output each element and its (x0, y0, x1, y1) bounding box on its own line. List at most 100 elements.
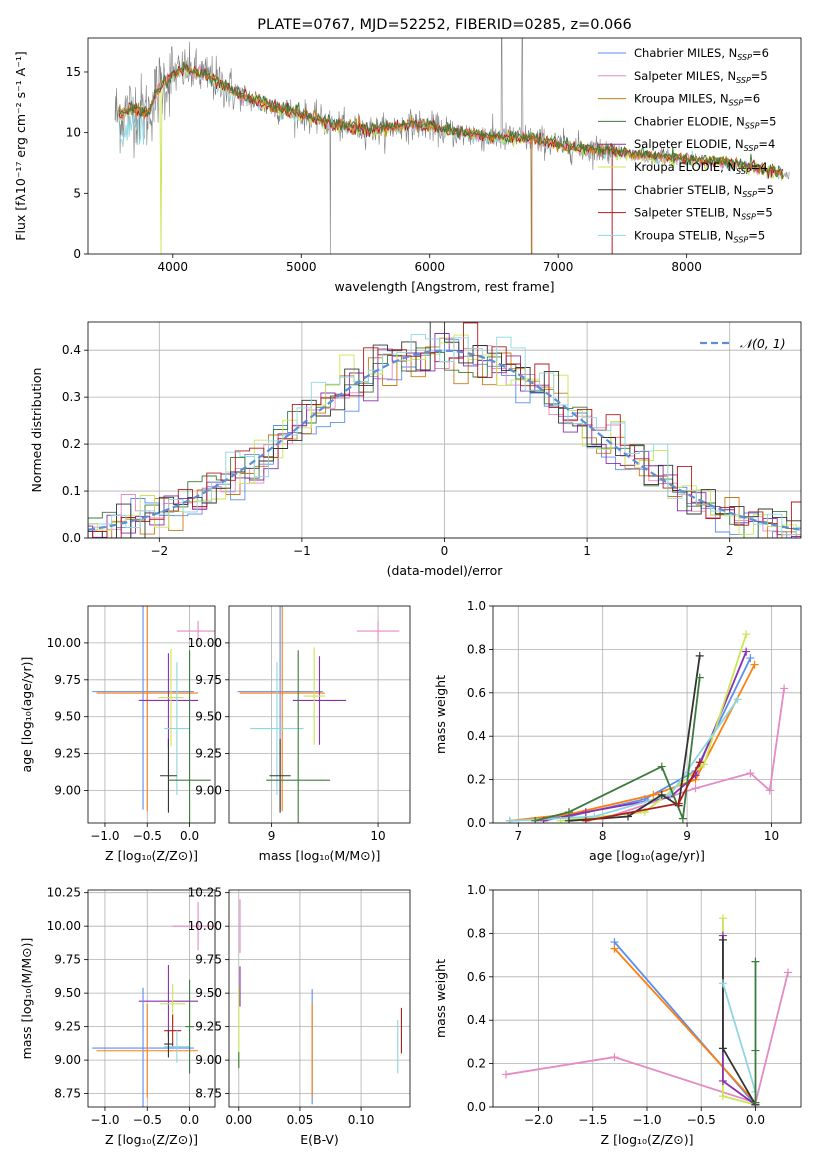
weight-marker (742, 647, 751, 656)
y-tick-label: 9.50 (54, 710, 81, 724)
weight-marker (649, 790, 658, 799)
weight-marker (742, 630, 751, 639)
x-axis-label: (data-model)/error (387, 563, 504, 578)
age_vs_Z-panel: −1.0 −0.5 0.0 9.00 9.25 9.50 9.75 10.00 Z [log₁₀… (19, 605, 216, 863)
y-tick-label: 0.8 (467, 926, 486, 940)
axes-frame (228, 889, 411, 1108)
weight-marker (718, 1092, 727, 1101)
axes-frame (87, 605, 216, 824)
y-axis-label: Flux [fλ10⁻¹⁷ erg cm⁻² s⁻¹ A⁻¹] (13, 51, 28, 240)
weight-marker (718, 1076, 727, 1085)
x-tick-label: 0.00 (225, 1113, 252, 1127)
x-tick-label: 8 (599, 829, 607, 843)
x-tick-label: 2 (726, 544, 734, 558)
x-tick-label: −1.0 (90, 1113, 119, 1127)
axes-frame (87, 37, 802, 255)
axes-frame (492, 605, 802, 824)
weight-marker (695, 673, 704, 682)
axes-frame (492, 889, 802, 1108)
x-tick-label: 6000 (414, 260, 445, 274)
weight-line-salpeter_miles (505, 972, 789, 1104)
y-tick-label: 9.00 (195, 784, 222, 798)
x-tick-label: −0.5 (687, 1113, 716, 1127)
y-tick-label: 9.75 (54, 673, 81, 687)
y-axis-label: Normed distribution (29, 368, 44, 493)
weight-marker (718, 935, 727, 944)
weight-marker (531, 816, 540, 823)
y-tick-label: 9.75 (195, 673, 222, 687)
legend: Chabrier MILES, NSSP=6 Salpeter MILES, NS… (598, 46, 776, 244)
weight-line-chabrier_stelib (722, 939, 757, 1106)
x-axis-label: Z [log₁₀(Z/Z⊙)] (105, 848, 198, 863)
weight-marker (505, 816, 514, 823)
axes-frame (87, 889, 216, 1108)
weight-line-salpeter_miles (602, 688, 785, 820)
x-tick-label: 0.0 (180, 1113, 199, 1127)
weight-marker (564, 816, 573, 823)
weight-marker (610, 944, 619, 953)
y-tick-label: 0.4 (467, 729, 486, 743)
x-tick-label: 8000 (671, 260, 702, 274)
y-tick-label: 0.4 (62, 343, 81, 357)
mass_vs_Z-panel: −1.0 −0.5 0.0 8.75 9.00 9.25 9.50 9.75 10.00 10.2… (19, 886, 216, 1147)
y-tick-label: 8.75 (54, 1087, 81, 1101)
x-axis-label: Z [log₁₀(Z/Z⊙)] (601, 1132, 694, 1147)
age_vs_mass-panel: 9 10 9.00 9.25 9.50 9.75 10.00 mass [log₁₀(M/M⊙… (188, 605, 411, 863)
y-tick-label: 0.0 (467, 1100, 486, 1114)
weight-line-orange_c (509, 664, 756, 822)
x-tick-label: 5000 (286, 260, 317, 274)
legend-label: Kroupa STELIB, NSSP=5 (634, 228, 765, 244)
x-axis-label: Z [log₁₀(Z/Z⊙)] (105, 1132, 198, 1147)
y-tick-label: 0.2 (62, 437, 81, 451)
spectrum-panel: PLATE=0767, MJD=52252, FIBERID=0285, z=0… (13, 17, 802, 294)
legend-label: Chabrier MILES, NSSP=6 (634, 46, 769, 62)
weight-marker (695, 651, 704, 660)
y-tick-label: 9.50 (195, 986, 222, 1000)
x-tick-label: 7 (514, 829, 522, 843)
weight-marker (502, 1070, 511, 1079)
x-tick-label: 0.05 (287, 1113, 314, 1127)
weight-marker (751, 1098, 760, 1107)
weight-marker (699, 760, 708, 769)
y-tick-label: 5 (73, 186, 81, 200)
y-tick-label: 9.00 (54, 1053, 81, 1067)
y-tick-label: 9.00 (195, 1053, 222, 1067)
y-tick-label: 15 (66, 65, 81, 79)
histogram-chabrier_stelib (88, 322, 801, 538)
y-tick-label: 9.00 (54, 784, 81, 798)
weight-marker (765, 786, 774, 795)
weight-marker (691, 784, 700, 793)
x-tick-label: 0.10 (348, 1113, 375, 1127)
y-tick-label: 10.00 (188, 919, 222, 933)
weight-marker (718, 979, 727, 988)
y-tick-label: 0 (73, 247, 81, 261)
weight-line-chabrier_elodie (534, 677, 701, 822)
weight-line-orange_c (613, 947, 757, 1104)
weight-marker (678, 814, 687, 823)
y-tick-label: 0.4 (467, 1013, 486, 1027)
weight-marker (733, 695, 742, 704)
weight-marker (610, 1053, 619, 1062)
y-axis-label: age [log₁₀(age/yr)] (19, 657, 34, 773)
weight-marker (751, 1046, 760, 1055)
x-tick-label: 4000 (158, 260, 189, 274)
weight-marker (718, 1044, 727, 1053)
residual-panel: −2 −1 0 1 2 0.0 0.1 0.2 0.3 0.4 (data-model)/error… (29, 321, 802, 578)
y-tick-label: 10.25 (188, 886, 222, 900)
x-tick-label: 10 (370, 829, 385, 843)
y-tick-label: 10.00 (188, 636, 222, 650)
weight-marker (581, 808, 590, 817)
model-spectrum-chabrier_elodie (118, 61, 784, 180)
x-axis-label: age [log₁₀(age/yr)] (589, 848, 705, 863)
y-tick-label: 9.50 (195, 710, 222, 724)
legend-label: Chabrier ELODIE, NSSP=5 (634, 114, 776, 130)
x-tick-label: 7000 (543, 260, 574, 274)
axes-frame (228, 605, 411, 824)
y-tick-label: 9.25 (195, 747, 222, 761)
y-tick-label: 9.25 (195, 1020, 222, 1034)
histogram-salpeter_stelib (88, 322, 801, 538)
x-tick-label: 0.0 (746, 1113, 765, 1127)
y-tick-label: 10.00 (47, 919, 81, 933)
weight-marker (751, 957, 760, 966)
